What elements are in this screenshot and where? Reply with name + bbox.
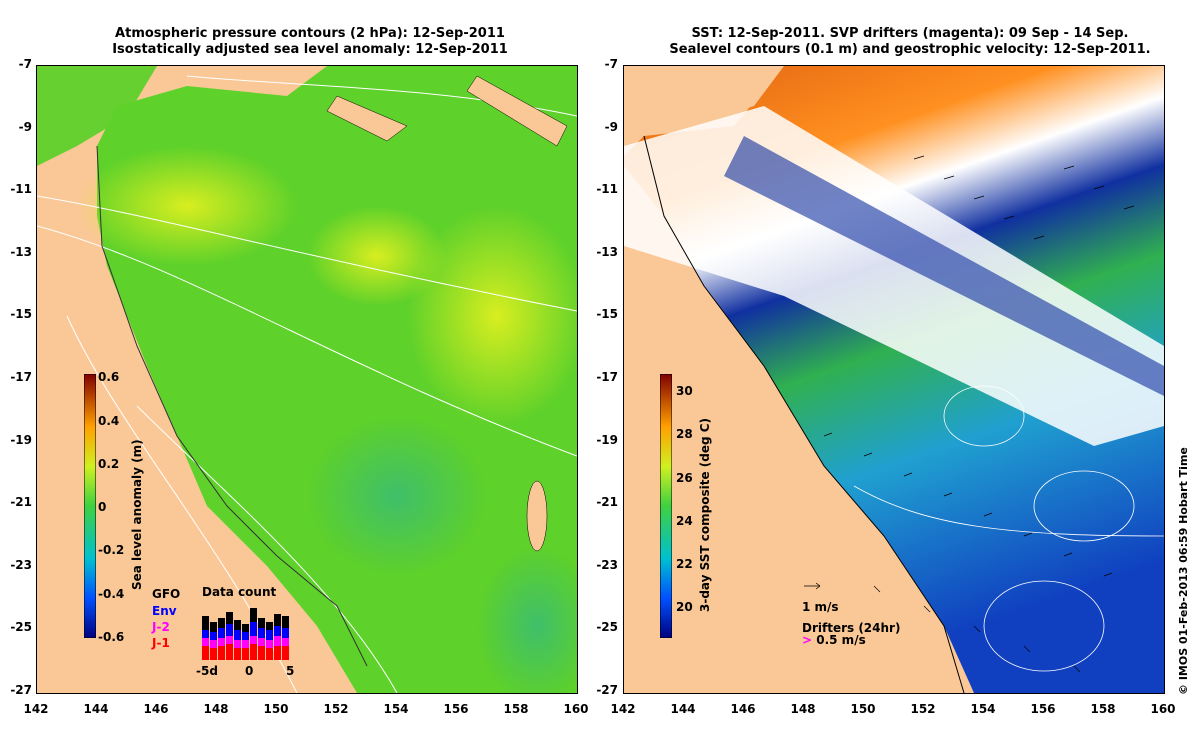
- right-y-tick: -11: [596, 182, 618, 196]
- left-x-tick: 150: [263, 702, 289, 716]
- anomaly-low-1: [307, 416, 487, 576]
- sea-level-colorbar: [84, 374, 96, 638]
- sst-colorbar: [660, 374, 672, 638]
- cbar-tick-m0.6: -0.6: [98, 630, 125, 644]
- right-y-tick: -9: [604, 120, 618, 134]
- cbar-tick-0: 0: [98, 500, 107, 514]
- right-y-tick: -21: [596, 495, 618, 509]
- left-x-tick: 144: [83, 702, 109, 716]
- env-label: Env: [152, 604, 177, 618]
- sst-tick-30: 30: [676, 384, 693, 398]
- right-y-tick: -7: [604, 57, 618, 71]
- j2-label: J-2: [152, 620, 170, 634]
- right-y-tick: -23: [596, 558, 618, 572]
- islands: [326, 75, 568, 552]
- left-y-tick: -19: [10, 433, 32, 447]
- left-x-tick: 152: [323, 702, 349, 716]
- left-x-tick: 156: [443, 702, 469, 716]
- sea-level-contours: [853, 385, 1164, 672]
- drifter-scale-label: 0.5 m/s: [816, 633, 866, 647]
- cbar-tick-0.4: 0.4: [98, 414, 120, 428]
- right-y-tick: -15: [596, 307, 618, 321]
- anomaly-high-2: [407, 206, 577, 426]
- drifter-arrow-icon: >: [802, 633, 813, 647]
- sea-level-map-canvas: [37, 66, 577, 693]
- geostrophic-velocity-arrows: [804, 155, 1135, 673]
- left-y-tick: -23: [10, 558, 32, 572]
- left-map-title: Atmospheric pressure contours (2 hPa): 1…: [60, 26, 560, 58]
- sst-tick-22: 22: [676, 557, 693, 571]
- right-x-tick: 148: [790, 702, 816, 716]
- left-y-tick: -9: [18, 120, 32, 134]
- sst-map[interactable]: [623, 65, 1165, 694]
- sst-colorbar-label: 3-day SST composite (deg C): [698, 417, 712, 612]
- cbar-tick-m0.4: -0.4: [98, 587, 125, 601]
- left-y-tick: -7: [18, 57, 32, 71]
- right-y-tick: -13: [596, 245, 618, 259]
- north-inlet: [37, 66, 157, 166]
- cold-band: [724, 136, 1164, 396]
- histogram-tick-5: 5: [286, 664, 295, 678]
- copyright-notice: © IMOS 01-Feb-2013 06:59 Hobart Time: [1177, 447, 1190, 695]
- north-coast: [624, 66, 784, 136]
- left-x-tick: 142: [23, 702, 49, 716]
- right-x-tick: 158: [1090, 702, 1116, 716]
- right-title-line1: SST: 12-Sep-2011. SVP drifters (magenta)…: [691, 26, 1129, 41]
- left-y-tick: -11: [10, 182, 32, 196]
- anomaly-low-2: [477, 546, 577, 693]
- anomaly-high-3: [307, 206, 447, 306]
- left-y-tick: -27: [10, 683, 32, 697]
- left-y-tick: -21: [10, 495, 32, 509]
- right-y-tick: -17: [596, 370, 618, 384]
- sst-map-canvas: [624, 66, 1164, 693]
- left-x-tick: 158: [503, 702, 529, 716]
- right-y-tick: -27: [596, 683, 618, 697]
- left-y-tick: -25: [10, 620, 32, 634]
- right-map-title: SST: 12-Sep-2011. SVP drifters (magenta)…: [630, 26, 1190, 58]
- left-x-tick: 154: [383, 702, 409, 716]
- sst-tick-24: 24: [676, 514, 693, 528]
- shelf-contour: [643, 135, 965, 693]
- right-y-tick: -25: [596, 620, 618, 634]
- right-x-tick: 150: [850, 702, 876, 716]
- histogram-tick-m5d: -5d: [196, 664, 218, 678]
- velocity-scale-label: 1 m/s: [802, 600, 839, 614]
- anomaly-high-1: [77, 146, 297, 266]
- cbar-tick-0.6: 0.6: [98, 370, 120, 384]
- sst-tick-26: 26: [676, 471, 693, 485]
- left-title-line2: Isostatically adjusted sea level anomaly…: [112, 42, 508, 57]
- sst-tick-28: 28: [676, 427, 693, 441]
- right-x-tick: 154: [970, 702, 996, 716]
- left-y-tick: -15: [10, 307, 32, 321]
- histogram-bars: [202, 608, 289, 660]
- sea-level-anomaly-map[interactable]: [36, 65, 578, 694]
- drifters-label: Drifters (24hr): [802, 621, 901, 635]
- left-y-tick: -17: [10, 370, 32, 384]
- left-title-line1: Atmospheric pressure contours (2 hPa): 1…: [115, 26, 505, 41]
- histogram-tick-0: 0: [245, 664, 254, 678]
- shelf-contour: [96, 145, 368, 667]
- right-x-tick: 144: [670, 702, 696, 716]
- sst-tick-20: 20: [676, 600, 693, 614]
- cbar-tick-0.2: 0.2: [98, 457, 120, 471]
- right-x-tick: 160: [1150, 702, 1176, 716]
- j1-label: J-1: [152, 636, 170, 650]
- drifter-scale: > 0.5 m/s: [802, 633, 866, 647]
- right-x-tick: 146: [730, 702, 756, 716]
- right-x-tick: 152: [910, 702, 936, 716]
- sea-level-colorbar-label: Sea level anomaly (m): [130, 439, 144, 590]
- cbar-tick-m0.2: -0.2: [98, 543, 125, 557]
- data-count-title: Data count: [202, 585, 277, 599]
- right-x-tick: 156: [1030, 702, 1056, 716]
- right-title-line2: Sealevel contours (0.1 m) and geostrophi…: [669, 42, 1151, 57]
- left-x-tick: 148: [203, 702, 229, 716]
- gfo-label: GFO: [152, 587, 181, 601]
- right-x-tick: 142: [610, 702, 636, 716]
- right-y-tick: -19: [596, 433, 618, 447]
- left-y-tick: -13: [10, 245, 32, 259]
- left-x-tick: 160: [563, 702, 589, 716]
- velocity-scale-arrow: [804, 582, 821, 590]
- data-count-histogram: [202, 608, 289, 660]
- left-x-tick: 146: [143, 702, 169, 716]
